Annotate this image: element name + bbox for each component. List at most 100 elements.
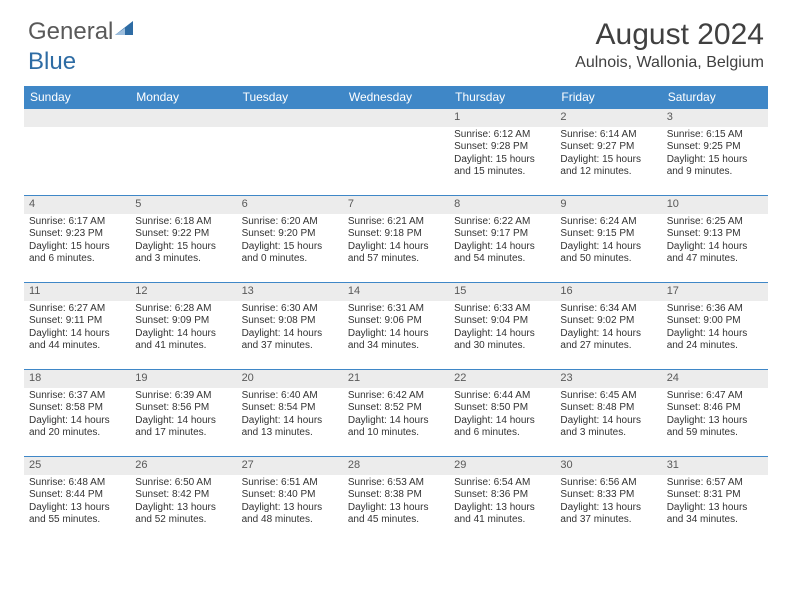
- sunset-text: Sunset: 9:04 PM: [454, 315, 550, 328]
- day-cell: 18 Sunrise: 6:37 AMSunset: 8:58 PMDayligh…: [24, 370, 130, 456]
- daylight-text: Daylight: 14 hours and 10 minutes.: [348, 415, 444, 440]
- sunset-text: Sunset: 9:22 PM: [135, 228, 231, 241]
- day-body: Sunrise: 6:30 AMSunset: 9:08 PMDaylight:…: [237, 303, 343, 357]
- sunrise-text: Sunrise: 6:27 AM: [29, 303, 125, 316]
- day-number: 23: [555, 370, 661, 388]
- day-cell: 5 Sunrise: 6:18 AMSunset: 9:22 PMDaylight…: [130, 196, 236, 282]
- day-cell: 8Sunrise: 6:22 AMSunset: 9:17 PMDaylight…: [449, 196, 555, 282]
- day-number: 3: [662, 109, 768, 127]
- day-number: 10: [662, 196, 768, 214]
- week-row: 11Sunrise: 6:27 AMSunset: 9:11 PMDayligh…: [24, 282, 768, 369]
- day-number: 19: [130, 370, 236, 388]
- day-number: 2: [555, 109, 661, 127]
- sunset-text: Sunset: 8:56 PM: [135, 402, 231, 415]
- week-row: 4Sunrise: 6:17 AMSunset: 9:23 PMDaylight…: [24, 195, 768, 282]
- sunrise-text: Sunrise: 6:48 AM: [29, 477, 125, 490]
- sunset-text: Sunset: 8:40 PM: [242, 489, 338, 502]
- logo-text-2: Blue: [28, 48, 76, 76]
- day-number: 28: [343, 457, 449, 475]
- day-cell: 20Sunrise: 6:40 AMSunset: 8:54 PMDayligh…: [237, 370, 343, 456]
- sunset-text: Sunset: 9:13 PM: [667, 228, 763, 241]
- sunset-text: Sunset: 8:50 PM: [454, 402, 550, 415]
- day-number: 29: [449, 457, 555, 475]
- day-header-cell: Sunday: [24, 86, 130, 108]
- sunrise-text: Sunrise: 6:25 AM: [667, 216, 763, 229]
- day-cell: 27Sunrise: 6:51 AMSunset: 8:40 PMDayligh…: [237, 457, 343, 543]
- daylight-text: Daylight: 14 hours and 24 minutes.: [667, 328, 763, 353]
- sunrise-text: Sunrise: 6:45 AM: [560, 390, 656, 403]
- day-cell: 3 Sunrise: 6:15 AMSunset: 9:25 PMDaylight…: [662, 109, 768, 195]
- sunrise-text: Sunrise: 6:57 AM: [667, 477, 763, 490]
- day-body: Sunrise: 6:50 AMSunset: 8:42 PMDaylight:…: [130, 477, 236, 531]
- daylight-text: Daylight: 14 hours and 44 minutes.: [29, 328, 125, 353]
- day-number: 31: [662, 457, 768, 475]
- day-number-empty: [130, 109, 236, 127]
- sunset-text: Sunset: 8:44 PM: [29, 489, 125, 502]
- day-body: Sunrise: 6:20 AMSunset: 9:20 PMDaylight:…: [237, 216, 343, 270]
- sunrise-text: Sunrise: 6:33 AM: [454, 303, 550, 316]
- daylight-text: Daylight: 14 hours and 50 minutes.: [560, 241, 656, 266]
- day-header-cell: Tuesday: [237, 86, 343, 108]
- daylight-text: Daylight: 14 hours and 54 minutes.: [454, 241, 550, 266]
- day-body: Sunrise: 6:54 AMSunset: 8:36 PMDaylight:…: [449, 477, 555, 531]
- day-body: Sunrise: 6:25 AMSunset: 9:13 PMDaylight:…: [662, 216, 768, 270]
- day-cell: [237, 109, 343, 195]
- sunset-text: Sunset: 9:25 PM: [667, 141, 763, 154]
- daylight-text: Daylight: 14 hours and 47 minutes.: [667, 241, 763, 266]
- day-number: 24: [662, 370, 768, 388]
- day-cell: 31Sunrise: 6:57 AMSunset: 8:31 PMDayligh…: [662, 457, 768, 543]
- day-number: 27: [237, 457, 343, 475]
- day-number: 1: [449, 109, 555, 127]
- day-cell: 24Sunrise: 6:47 AMSunset: 8:46 PMDayligh…: [662, 370, 768, 456]
- day-body: Sunrise: 6:14 AMSunset: 9:27 PMDaylight:…: [555, 129, 661, 183]
- day-cell: 23Sunrise: 6:45 AMSunset: 8:48 PMDayligh…: [555, 370, 661, 456]
- sunrise-text: Sunrise: 6:22 AM: [454, 216, 550, 229]
- day-number: 15: [449, 283, 555, 301]
- day-cell: [343, 109, 449, 195]
- daylight-text: Daylight: 13 hours and 52 minutes.: [135, 502, 231, 527]
- day-number: 25: [24, 457, 130, 475]
- day-cell: 15 Sunrise: 6:33 AMSunset: 9:04 PMDayligh…: [449, 283, 555, 369]
- daylight-text: Daylight: 14 hours and 13 minutes.: [242, 415, 338, 440]
- sunrise-text: Sunrise: 6:34 AM: [560, 303, 656, 316]
- day-body: Sunrise: 6:31 AMSunset: 9:06 PMDaylight:…: [343, 303, 449, 357]
- day-number-empty: [24, 109, 130, 127]
- day-cell: 25 Sunrise: 6:48 AMSunset: 8:44 PMDayligh…: [24, 457, 130, 543]
- header: General August 2024 Aulnois, Wallonia, B…: [0, 0, 792, 80]
- week-row: 1Sunrise: 6:12 AMSunset: 9:28 PMDaylight…: [24, 108, 768, 195]
- day-body: Sunrise: 6:24 AMSunset: 9:15 PMDaylight:…: [555, 216, 661, 270]
- day-body: Sunrise: 6:15 AMSunset: 9:25 PMDaylight:…: [662, 129, 768, 183]
- sunrise-text: Sunrise: 6:21 AM: [348, 216, 444, 229]
- daylight-text: Daylight: 14 hours and 30 minutes.: [454, 328, 550, 353]
- sunrise-text: Sunrise: 6:30 AM: [242, 303, 338, 316]
- day-cell: 28Sunrise: 6:53 AMSunset: 8:38 PMDayligh…: [343, 457, 449, 543]
- day-cell: 29 Sunrise: 6:54 AMSunset: 8:36 PMDayligh…: [449, 457, 555, 543]
- day-number: 13: [237, 283, 343, 301]
- daylight-text: Daylight: 15 hours and 3 minutes.: [135, 241, 231, 266]
- week-row: 25Sunrise: 6:48 AMSunset: 8:44 PMDayligh…: [24, 456, 768, 543]
- daylight-text: Daylight: 13 hours and 34 minutes.: [667, 502, 763, 527]
- day-number: 11: [24, 283, 130, 301]
- sunrise-text: Sunrise: 6:18 AM: [135, 216, 231, 229]
- day-cell: 13 Sunrise: 6:30 AMSunset: 9:08 PMDayligh…: [237, 283, 343, 369]
- sunset-text: Sunset: 8:48 PM: [560, 402, 656, 415]
- day-cell: 12Sunrise: 6:28 AMSunset: 9:09 PMDayligh…: [130, 283, 236, 369]
- daylight-text: Daylight: 13 hours and 37 minutes.: [560, 502, 656, 527]
- sunset-text: Sunset: 8:42 PM: [135, 489, 231, 502]
- sunrise-text: Sunrise: 6:14 AM: [560, 129, 656, 142]
- daylight-text: Daylight: 15 hours and 6 minutes.: [29, 241, 125, 266]
- day-number: 5: [130, 196, 236, 214]
- daylight-text: Daylight: 14 hours and 57 minutes.: [348, 241, 444, 266]
- day-number: 12: [130, 283, 236, 301]
- day-body: Sunrise: 6:17 AMSunset: 9:23 PMDaylight:…: [24, 216, 130, 270]
- sunset-text: Sunset: 9:02 PM: [560, 315, 656, 328]
- sunrise-text: Sunrise: 6:56 AM: [560, 477, 656, 490]
- daylight-text: Daylight: 14 hours and 37 minutes.: [242, 328, 338, 353]
- day-body: Sunrise: 6:34 AMSunset: 9:02 PMDaylight:…: [555, 303, 661, 357]
- sunrise-text: Sunrise: 6:51 AM: [242, 477, 338, 490]
- day-body: Sunrise: 6:37 AMSunset: 8:58 PMDaylight:…: [24, 390, 130, 444]
- day-number: 20: [237, 370, 343, 388]
- day-number: 18: [24, 370, 130, 388]
- daylight-text: Daylight: 15 hours and 0 minutes.: [242, 241, 338, 266]
- daylight-text: Daylight: 13 hours and 55 minutes.: [29, 502, 125, 527]
